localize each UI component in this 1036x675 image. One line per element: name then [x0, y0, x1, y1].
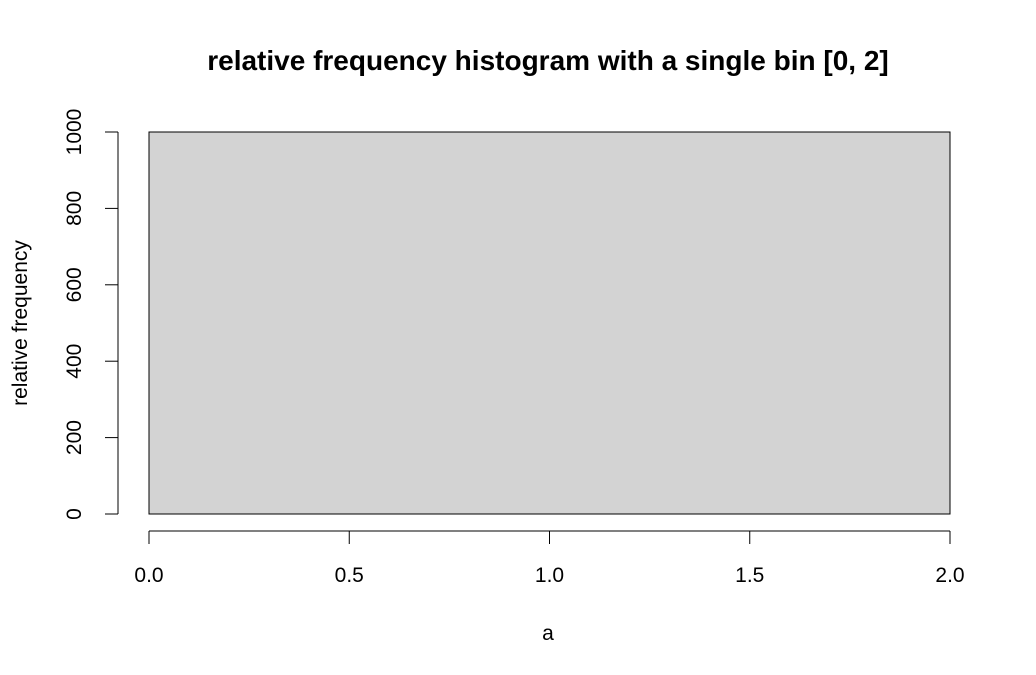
chart-title: relative frequency histogram with a sing…: [207, 45, 889, 76]
x-tick-label: 0.5: [335, 564, 364, 587]
y-tick-label: 0: [63, 508, 86, 520]
y-axis: 0 200 400 600 800 1000: [63, 109, 119, 520]
x-axis: 0.0 0.5 1.0 1.5 2.0: [134, 530, 965, 587]
x-tick-label: 1.0: [535, 564, 564, 587]
x-tick-label: 1.5: [735, 564, 764, 587]
y-tick-label: 600: [63, 267, 86, 302]
x-tick-label: 0.0: [134, 564, 163, 587]
y-tick-label: 800: [63, 191, 86, 226]
x-tick-label: 2.0: [935, 564, 964, 587]
bars-layer: [148, 131, 951, 515]
histogram-bar-0: [148, 131, 951, 515]
x-axis-label: a: [542, 622, 554, 645]
y-axis-label: relative frequency: [9, 240, 32, 406]
y-tick-label: 400: [63, 344, 86, 379]
y-tick-label: 1000: [63, 109, 86, 156]
y-tick-label: 200: [63, 420, 86, 455]
